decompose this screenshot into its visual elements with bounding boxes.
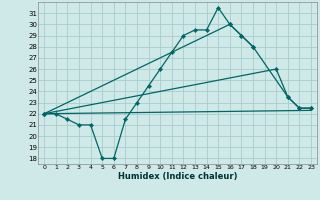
X-axis label: Humidex (Indice chaleur): Humidex (Indice chaleur) xyxy=(118,172,237,181)
